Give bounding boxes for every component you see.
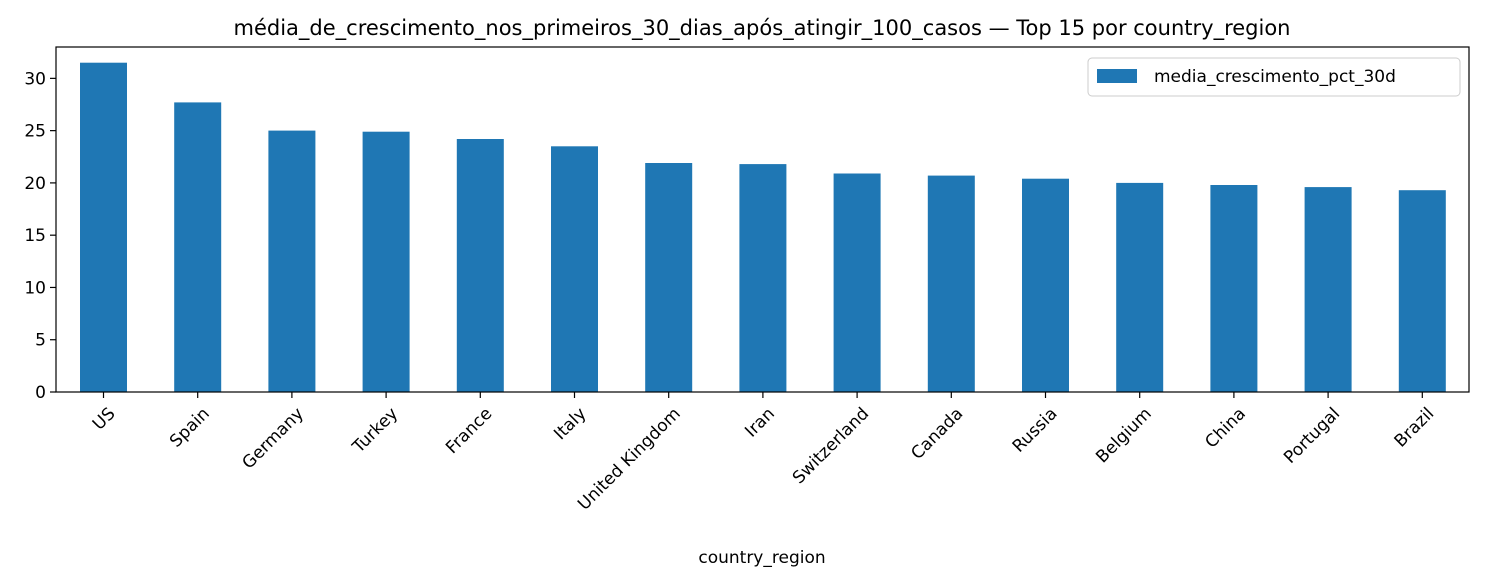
x-tick-label: Belgium — [1092, 404, 1155, 467]
y-tick-label: 20 — [24, 174, 46, 194]
legend-swatch — [1097, 69, 1137, 83]
bar-portugal — [1304, 187, 1352, 392]
bar-spain — [174, 102, 222, 393]
chart-title: média_de_crescimento_nos_primeiros_30_di… — [234, 16, 1291, 41]
bar-brazil — [1398, 190, 1446, 392]
y-axis: 0 5 10 15 20 25 30 — [24, 69, 56, 403]
bar-germany — [268, 130, 316, 392]
x-tick-label: China — [1201, 404, 1249, 452]
bars-group — [80, 62, 1446, 393]
bar-russia — [1022, 178, 1069, 392]
x-tick-label: Spain — [166, 404, 214, 452]
y-tick-label: 30 — [24, 69, 46, 89]
bar-iran — [739, 164, 787, 392]
legend: media_crescimento_pct_30d — [1087, 57, 1461, 97]
bar-turkey — [362, 131, 410, 392]
plot-frame — [55, 46, 1470, 393]
bar-canada — [927, 175, 975, 392]
x-axis-label: country_region — [698, 548, 825, 568]
x-tick-label: Italy — [550, 404, 590, 444]
bar-france — [456, 139, 504, 392]
x-tick-label: Germany — [239, 404, 308, 473]
x-tick-label: Portugal — [1280, 404, 1344, 468]
x-tick-label: France — [442, 404, 496, 458]
x-tick-label: Russia — [1009, 404, 1062, 457]
x-tick-label: Iran — [741, 404, 779, 442]
y-tick-label: 25 — [24, 122, 46, 142]
bar-us — [80, 62, 127, 392]
x-tick-label: Canada — [907, 404, 967, 464]
x-tick-label: Brazil — [1391, 404, 1439, 452]
y-tick-label: 5 — [35, 331, 46, 351]
x-tick-label: Switzerland — [789, 404, 873, 488]
bar-belgium — [1116, 182, 1164, 392]
bar-china — [1210, 185, 1258, 392]
legend-label: media_crescimento_pct_30d — [1154, 67, 1396, 87]
x-tick-label: United Kingdom — [574, 404, 685, 515]
x-tick-label: Turkey — [348, 404, 402, 458]
bar-switzerland — [833, 173, 881, 392]
y-tick-label: 10 — [24, 278, 46, 298]
bar-united-kingdom — [645, 163, 693, 392]
legend-box — [1087, 57, 1461, 97]
y-tick-label: 0 — [35, 383, 46, 403]
bar-italy — [551, 146, 598, 392]
x-tick-label: US — [89, 404, 120, 435]
y-tick-label: 15 — [24, 226, 46, 246]
